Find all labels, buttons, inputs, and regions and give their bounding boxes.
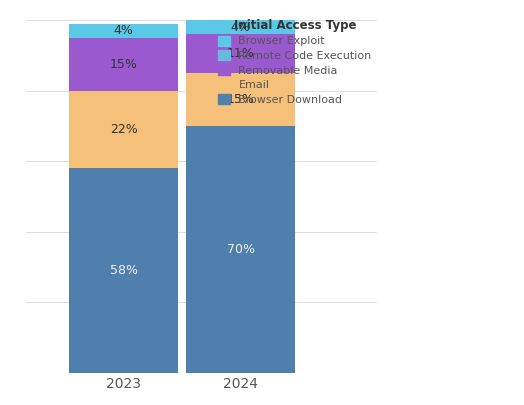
Text: 58%: 58%: [110, 264, 138, 277]
Bar: [186, 73, 296, 126]
Text: 70%: 70%: [227, 243, 255, 256]
Legend: Browser Exploit, Remote Code Execution, Removable Media, Email, Browser Download: Browser Exploit, Remote Code Execution, …: [219, 19, 372, 105]
Bar: [69, 24, 178, 38]
Bar: [186, 20, 296, 34]
Text: 22%: 22%: [110, 123, 138, 136]
Bar: [186, 34, 296, 73]
Bar: [186, 126, 296, 373]
Bar: [69, 168, 178, 373]
Bar: [69, 91, 178, 168]
Text: 15%: 15%: [227, 93, 255, 106]
Bar: [69, 38, 178, 91]
Text: 4%: 4%: [231, 21, 250, 34]
Text: 15%: 15%: [110, 58, 138, 71]
Text: 4%: 4%: [114, 24, 134, 37]
Text: 11%: 11%: [227, 47, 255, 60]
